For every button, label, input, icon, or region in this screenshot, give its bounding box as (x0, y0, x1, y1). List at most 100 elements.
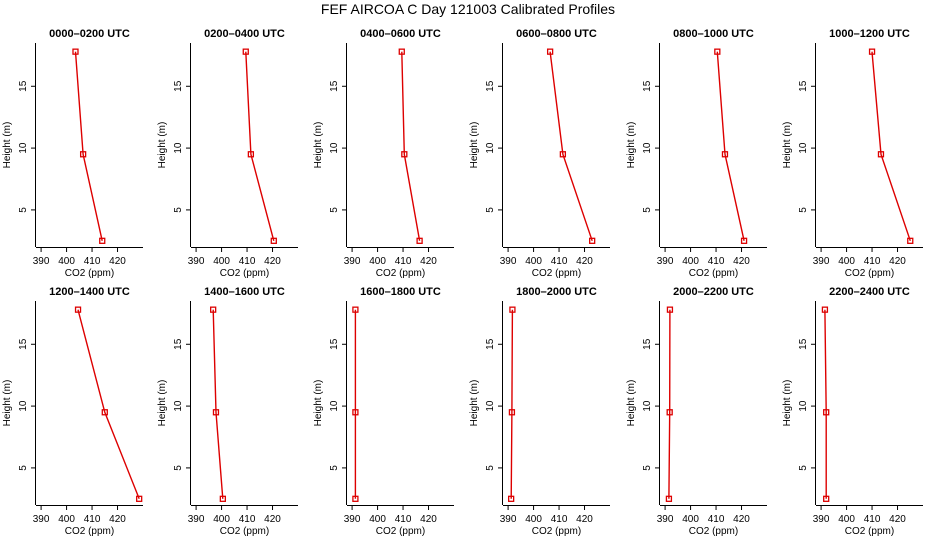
x-tick-label: 400 (838, 514, 855, 525)
profile-line (549, 51, 593, 242)
x-axis-label: CO2 (ppm) (376, 268, 425, 279)
x-tick-label: 400 (213, 514, 230, 525)
profile-point (99, 237, 106, 244)
x-tick-label: 410 (551, 514, 568, 525)
y-tick-label: 15 (798, 338, 809, 350)
panel-title: 0800–1000 UTC (673, 28, 754, 40)
profile-line (212, 309, 224, 499)
profile-line (510, 309, 514, 499)
x-tick-label: 400 (369, 256, 386, 267)
profile-point (270, 237, 277, 244)
x-tick-label: 390 (500, 514, 517, 525)
profile-point (546, 48, 554, 55)
panel-title: 1400–1600 UTC (204, 286, 285, 298)
profile-point (821, 306, 829, 313)
y-tick-label: 15 (173, 80, 184, 92)
x-axis-label: CO2 (ppm) (65, 268, 114, 279)
x-tick-label: 390 (33, 514, 50, 525)
x-tick-label: 400 (525, 256, 542, 267)
profile-point (398, 48, 405, 55)
y-tick-label: 5 (798, 465, 809, 471)
x-tick-label: 410 (239, 514, 256, 525)
x-tick-label: 420 (109, 256, 126, 267)
x-tick-label: 410 (84, 514, 101, 525)
x-tick-label: 410 (708, 256, 725, 267)
panel-title: 1200–1400 UTC (49, 286, 130, 298)
x-axis-label: CO2 (ppm) (689, 268, 738, 279)
y-tick-label: 5 (18, 207, 29, 213)
profile-point (877, 151, 885, 158)
y-tick-label: 15 (329, 338, 340, 350)
panel-title: 0200–0400 UTC (204, 28, 285, 40)
profile-panel: 2000–2200 UTC 390 400 410 420 5 10 15 CO2 (ppm) H… (626, 286, 767, 537)
profile-point (212, 409, 220, 416)
x-tick-label: 410 (864, 514, 881, 525)
panel-title: 0400–0600 UTC (360, 28, 441, 40)
y-axis-label: Height (m) (313, 380, 324, 427)
y-tick-label: 10 (18, 400, 29, 412)
profile-line (77, 309, 140, 500)
x-tick-label: 420 (733, 256, 750, 267)
y-tick-label: 10 (798, 400, 809, 412)
profile-point (666, 306, 674, 313)
profile-point (823, 495, 830, 502)
profile-panel: 1600–1800 UTC 390 400 410 420 5 10 15 CO2 (ppm) H… (313, 286, 454, 537)
profile-point (559, 151, 567, 158)
y-axis-label: Height (m) (2, 380, 13, 427)
y-tick-label: 10 (485, 142, 496, 154)
x-tick-label: 420 (109, 514, 126, 525)
profile-point (401, 151, 408, 158)
y-tick-label: 15 (642, 338, 653, 350)
y-tick-label: 10 (485, 400, 496, 412)
x-axis-label: CO2 (ppm) (220, 268, 269, 279)
profile-point (72, 48, 79, 55)
y-axis-label: Height (m) (782, 122, 793, 169)
profile-point (508, 495, 515, 502)
profile-point (247, 151, 255, 158)
profile-point (210, 306, 217, 313)
y-axis-label: Height (m) (626, 380, 637, 427)
profile-point (868, 48, 876, 55)
profile-point (219, 495, 226, 502)
y-axis-label: Height (m) (469, 122, 480, 169)
panel-title: 1800–2000 UTC (516, 286, 597, 298)
y-tick-label: 10 (173, 400, 184, 412)
y-tick-label: 10 (329, 142, 340, 154)
profile-point (509, 306, 516, 313)
x-tick-label: 410 (395, 514, 412, 525)
figure-title: FEF AIRCOA C Day 121003 Calibrated Profi… (320, 1, 616, 17)
panel-title: 1600–1800 UTC (360, 286, 441, 298)
y-axis-label: Height (m) (157, 122, 168, 169)
x-tick-label: 400 (838, 256, 855, 267)
x-tick-label: 420 (264, 256, 281, 267)
y-axis-label: Height (m) (782, 380, 793, 427)
x-tick-label: 420 (420, 256, 437, 267)
profile-point (823, 409, 830, 416)
profile-panel: 0800–1000 UTC 390 400 410 420 5 10 15 CO2 (ppm) H… (626, 28, 767, 279)
y-axis-label: Height (m) (626, 122, 637, 169)
profile-line (401, 51, 421, 241)
y-axis-label: Height (m) (313, 122, 324, 169)
y-tick-label: 15 (18, 80, 29, 92)
x-tick-label: 390 (188, 514, 205, 525)
profile-line (668, 309, 671, 499)
y-tick-label: 15 (642, 80, 653, 92)
profile-panel: 1400–1600 UTC 390 400 410 420 5 10 15 CO2 (ppm) H… (157, 286, 298, 537)
profile-point (416, 237, 423, 244)
profile-line (871, 51, 911, 242)
y-axis-label: Height (m) (157, 380, 168, 427)
profile-panel: 0600–0800 UTC 390 400 410 420 5 10 15 CO2 (ppm) H… (469, 28, 610, 279)
profile-panel: 0200–0400 UTC 390 400 410 420 5 10 15 CO2 (ppm) H… (157, 28, 298, 279)
x-tick-label: 410 (239, 256, 256, 267)
profile-panel: 1000–1200 UTC 390 400 410 420 5 10 15 CO2 (ppm) H… (782, 28, 923, 279)
x-tick-label: 400 (213, 256, 230, 267)
x-tick-label: 390 (657, 256, 674, 267)
x-tick-label: 410 (551, 256, 568, 267)
profile-point (74, 306, 82, 313)
x-tick-label: 400 (369, 514, 386, 525)
y-tick-label: 10 (329, 400, 340, 412)
x-tick-label: 420 (733, 514, 750, 525)
panel-title: 1000–1200 UTC (829, 28, 910, 40)
x-tick-label: 420 (576, 256, 593, 267)
